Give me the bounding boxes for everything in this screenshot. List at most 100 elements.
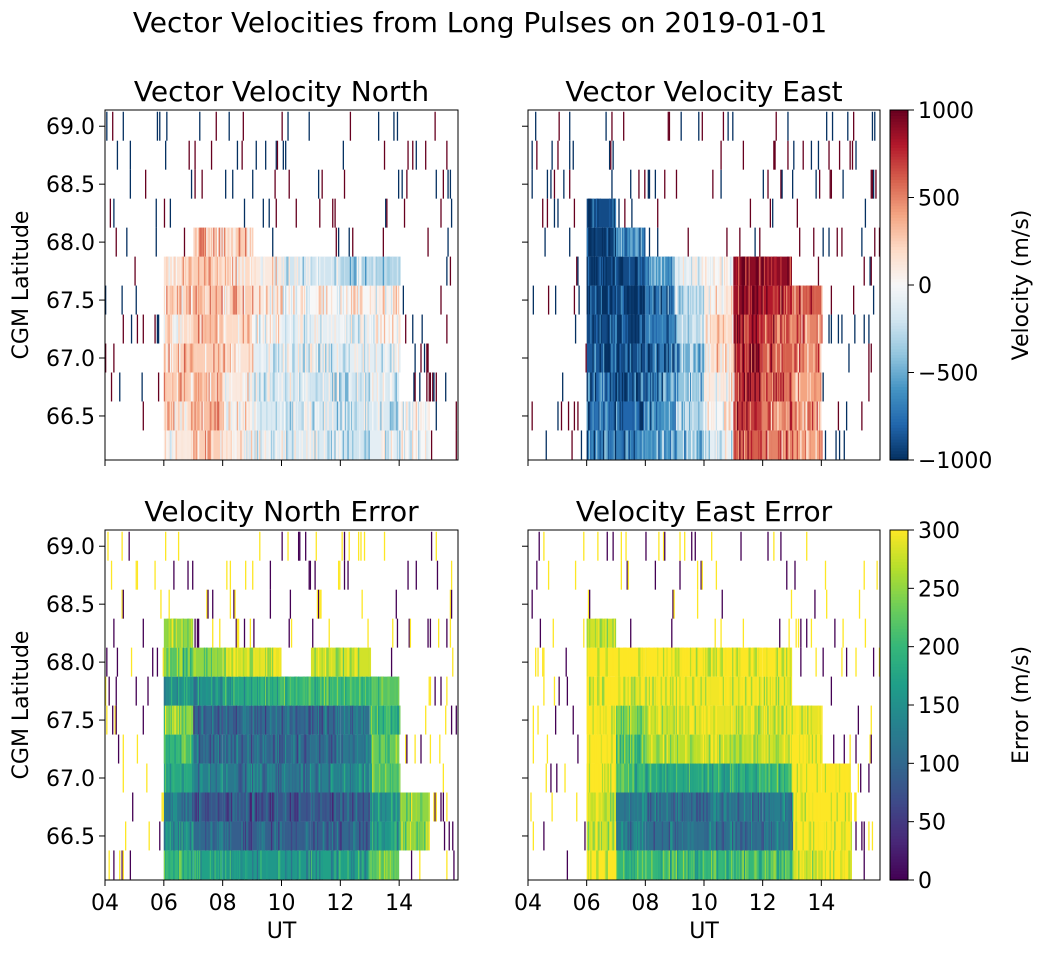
heatmap-striations [539,618,867,648]
y-tick-label: 66.5 [46,405,95,430]
y-tick-label: 68.5 [46,173,95,198]
colorbar-tick-label: 50 [918,811,946,836]
heatmap-striations [542,198,867,228]
heatmap-striations [562,372,870,402]
x-tick-label: 04 [514,891,542,916]
heatmap-cell [193,343,223,373]
colorbar-error: 300 250 200 150 100 50 0 Error (m/s) [889,519,1034,894]
heatmap-striations [115,227,449,257]
heatmap-striations [531,140,857,170]
heatmap-cell [645,430,675,460]
heatmap-striations [113,618,452,648]
heatmap-cells [105,531,457,880]
heatmap-striations [545,763,870,793]
y-axis-label: CGM Latitude [9,211,34,360]
y-tick-label: 67.0 [46,347,95,372]
panels-layer: Vector Velocity North 69.0 68.5 68.0 67.5 67.… [9,75,881,944]
x-tick-label: 14 [807,891,835,916]
colorbar-tick-label: 200 [918,636,960,661]
x-axis-label: UT [689,919,719,944]
heatmap-striations [107,531,437,561]
heatmap-cell [733,285,763,315]
heatmap-striations [532,705,872,735]
heatmap-striations [545,430,845,460]
heatmap-striations [543,676,833,706]
heatmap-cell [193,763,223,793]
heatmap-cell [222,285,253,315]
y-tick-label: 69.0 [46,115,95,140]
colorbar-tick-label: 150 [918,694,960,719]
x-tick-label: 10 [690,891,718,916]
heatmap-striations [108,850,455,880]
x-tick-label: 12 [326,891,354,916]
heatmap-striations [117,734,441,764]
heatmap-striations [134,256,452,286]
heatmap-striations [538,531,808,561]
heatmap-striations [116,140,448,170]
y-tick-label: 66.5 [46,825,95,850]
x-tick-label: 08 [631,891,659,916]
y-tick-label: 67.0 [46,767,95,792]
heatmap-striations [530,792,857,822]
heatmap-cell [369,705,400,735]
heatmap-cell [704,676,734,706]
heatmap-cell [399,792,429,822]
heatmap-cell [704,850,734,880]
heatmap-striations [105,676,448,706]
heatmap-striations [532,734,872,764]
figure-title: Vector Velocities from Long Pulses on 20… [133,6,827,39]
heatmap-cell [674,734,704,764]
heatmap-cell [163,285,194,315]
heatmap-cell [733,821,763,851]
heatmap-cell [163,792,194,822]
x-tick-label: 06 [150,891,178,916]
heatmap-striations [106,111,436,141]
heatmap-cell [340,314,370,344]
y-tick-label: 67.5 [46,289,95,314]
heatmap-cell [193,850,223,880]
colorbar-tick-label: −500 [918,362,978,387]
heatmap-cell [369,401,400,431]
heatmap-cell [645,647,675,677]
heatmap-cell [252,372,282,402]
heatmap-striations [122,314,448,344]
panel-title: Velocity East Error [576,495,833,528]
heatmap-striations [585,343,872,373]
y-tick-label: 68.5 [46,593,95,618]
heatmap-cell [762,372,792,402]
heatmap-striations [574,314,870,344]
colorbar-tick-label: 1000 [918,99,974,124]
heatmap-striations [122,763,444,793]
y-tick-label: 67.5 [46,709,95,734]
x-axis-label: UT [267,919,297,944]
heatmap-cell [310,734,341,764]
heatmap-striations [106,647,454,677]
heatmap-striations [121,589,453,619]
heatmap-cell [674,314,704,344]
panel-title: Vector Velocity North [134,75,429,108]
y-tick-label: 68.0 [46,231,95,256]
heatmap-striations [129,169,452,199]
heatmap-cell [616,763,646,793]
heatmap-striations [531,589,861,619]
heatmap-striations [110,372,447,402]
x-tick-label: 14 [385,891,413,916]
heatmap-cell [733,401,763,431]
panel-4: Velocity East Error 04 06 08 10 12 14 UT [514,495,881,944]
heatmap-striations [536,560,878,590]
heatmap-cell [616,850,646,880]
heatmap-striations [535,111,876,141]
heatmap-striations [576,256,872,286]
heatmap-cell [586,198,616,228]
heatmap-cell [762,343,792,373]
heatmap-cell [193,734,223,764]
colorbar-tick-label: 500 [918,187,960,212]
heatmap-cells [105,111,457,460]
x-tick-label: 08 [209,891,237,916]
y-tick-label: 69.0 [46,535,95,560]
heatmap-cell [193,647,223,677]
heatmap-striations [531,169,877,199]
panel-3: Velocity North Error 69.0 68.5 68.0 67.5 67.0… [9,495,459,944]
heatmap-cell [645,734,675,764]
